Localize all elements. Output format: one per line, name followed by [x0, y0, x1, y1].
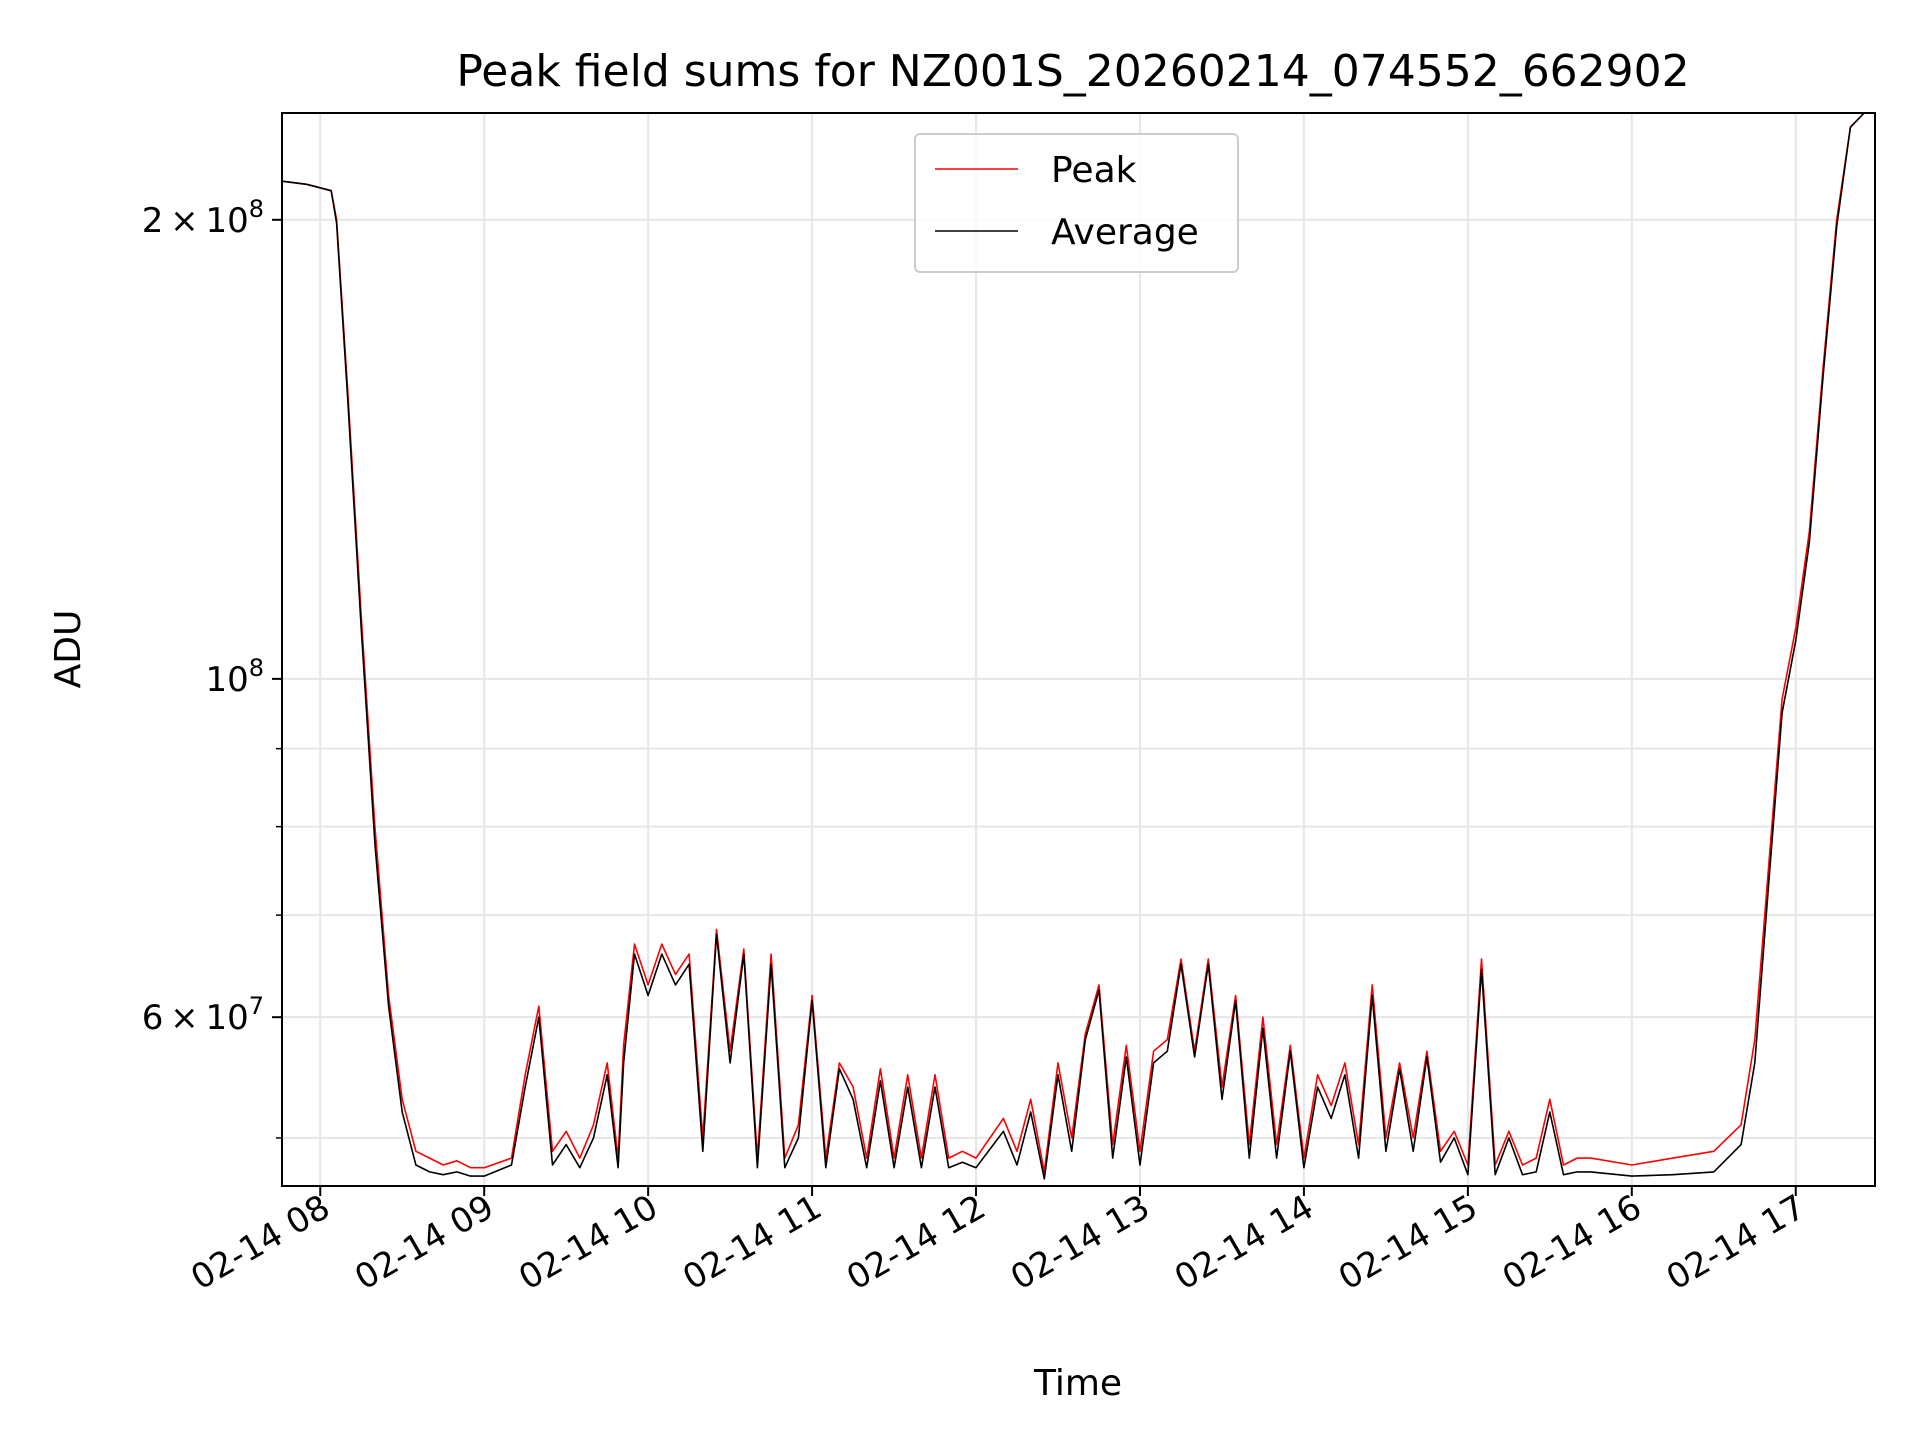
y-tick-label: 6 × 107 — [142, 992, 264, 1038]
plot-frame — [281, 112, 1876, 1187]
y-tick-label: 2 × 108 — [142, 195, 264, 241]
y-tick-label: 108 — [205, 654, 264, 700]
x-axis-title: Time — [1033, 1363, 1122, 1404]
y-axis-title: ADU — [48, 610, 89, 689]
legend: Peak Average — [914, 133, 1239, 273]
series-line-average — [281, 112, 1875, 1180]
grid — [282, 113, 1875, 1186]
legend-label-peak: Peak — [1051, 150, 1137, 191]
series-layer — [281, 112, 1875, 1180]
series-line-peak — [281, 112, 1875, 1173]
chart-title: Peak field sums for NZ001S_20260214_0745… — [456, 46, 1689, 97]
legend-label-average: Average — [1051, 212, 1199, 253]
